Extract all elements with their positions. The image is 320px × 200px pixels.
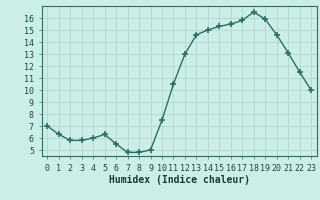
X-axis label: Humidex (Indice chaleur): Humidex (Indice chaleur) <box>109 175 250 185</box>
